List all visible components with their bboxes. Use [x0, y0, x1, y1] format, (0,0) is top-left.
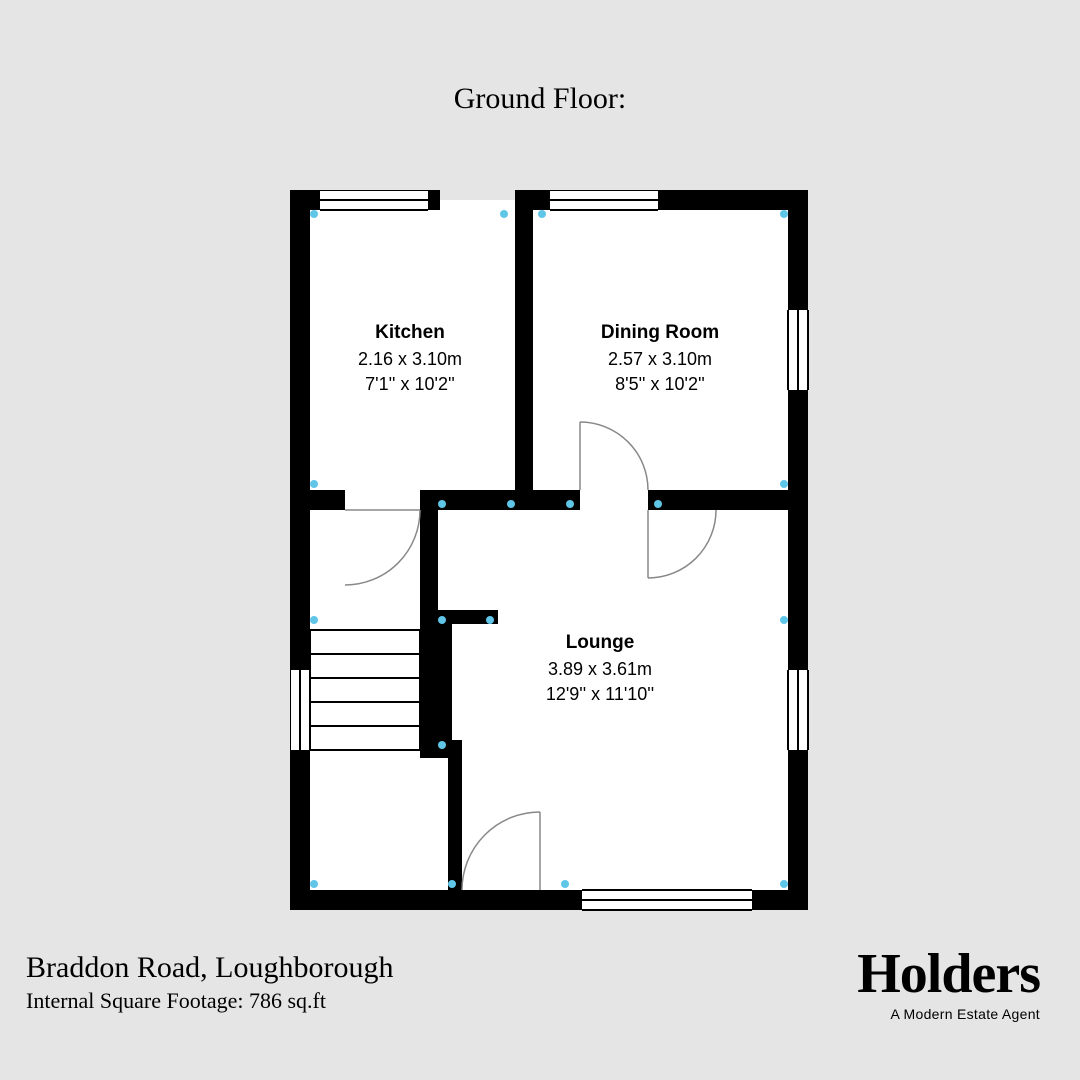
room-name: Dining Room: [540, 320, 780, 347]
room-dim-m: 2.57 x 3.10m: [540, 347, 780, 372]
page: Ground Floor: Kitchen 2.16 x 3.10m 7'1''…: [0, 0, 1080, 1080]
floor-plan-svg: [290, 190, 830, 970]
room-dim-m: 3.89 x 3.61m: [470, 657, 730, 682]
square-footage: Internal Square Footage: 786 sq.ft: [26, 988, 393, 1014]
property-address: Braddon Road, Loughborough: [26, 950, 393, 986]
room-dim-ft: 8'5'' x 10'2'': [540, 372, 780, 397]
floor-plan: Kitchen 2.16 x 3.10m 7'1'' x 10'2'' Dini…: [290, 190, 830, 975]
room-dim-m: 2.16 x 3.10m: [310, 347, 510, 372]
brand-block: Holders A Modern Estate Agent: [857, 946, 1040, 1022]
room-label-dining: Dining Room 2.57 x 3.10m 8'5'' x 10'2'': [540, 320, 780, 397]
room-name: Kitchen: [310, 320, 510, 347]
footer-address-block: Braddon Road, Loughborough Internal Squa…: [26, 950, 393, 1014]
room-label-kitchen: Kitchen 2.16 x 3.10m 7'1'' x 10'2'': [310, 320, 510, 397]
room-dim-ft: 7'1'' x 10'2'': [310, 372, 510, 397]
brand-tagline: A Modern Estate Agent: [857, 1006, 1040, 1022]
floor-title: Ground Floor:: [0, 82, 1080, 116]
room-dim-ft: 12'9'' x 11'10'': [470, 682, 730, 707]
room-label-lounge: Lounge 3.89 x 3.61m 12'9'' x 11'10'': [470, 630, 730, 707]
brand-name: Holders: [857, 946, 1040, 1002]
room-name: Lounge: [470, 630, 730, 657]
